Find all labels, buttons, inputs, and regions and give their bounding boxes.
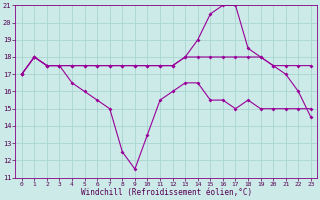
X-axis label: Windchill (Refroidissement éolien,°C): Windchill (Refroidissement éolien,°C) (81, 188, 252, 197)
